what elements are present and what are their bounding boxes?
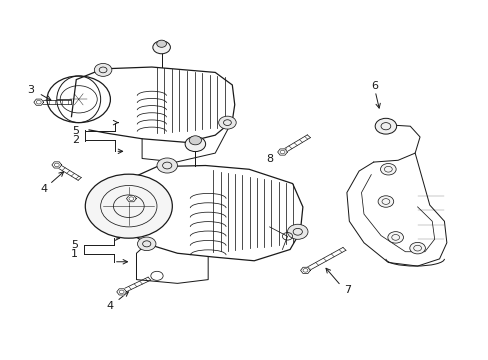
Circle shape xyxy=(287,224,307,239)
Polygon shape xyxy=(300,267,310,274)
Circle shape xyxy=(137,237,156,251)
Circle shape xyxy=(85,174,172,238)
Circle shape xyxy=(374,118,396,134)
Text: 8: 8 xyxy=(266,154,273,164)
Polygon shape xyxy=(52,162,61,168)
Polygon shape xyxy=(126,195,136,202)
Text: 4: 4 xyxy=(106,301,114,311)
Circle shape xyxy=(409,242,425,254)
Polygon shape xyxy=(117,289,126,295)
Text: 4: 4 xyxy=(40,184,47,194)
Text: 1: 1 xyxy=(71,248,78,258)
Circle shape xyxy=(218,116,236,129)
Circle shape xyxy=(157,158,177,173)
Circle shape xyxy=(189,136,201,145)
Text: 3: 3 xyxy=(112,202,119,212)
Circle shape xyxy=(387,231,403,243)
Circle shape xyxy=(380,163,395,175)
Circle shape xyxy=(94,63,112,76)
Text: 2: 2 xyxy=(72,135,80,145)
Text: 3: 3 xyxy=(27,85,34,95)
Circle shape xyxy=(377,196,393,207)
Polygon shape xyxy=(277,149,287,155)
Text: 5: 5 xyxy=(73,126,80,135)
Text: 5: 5 xyxy=(71,240,78,250)
Circle shape xyxy=(185,136,205,152)
Text: 7: 7 xyxy=(344,285,351,296)
Text: 6: 6 xyxy=(371,81,378,91)
Polygon shape xyxy=(34,99,43,105)
Circle shape xyxy=(153,41,170,54)
Circle shape xyxy=(157,40,166,47)
